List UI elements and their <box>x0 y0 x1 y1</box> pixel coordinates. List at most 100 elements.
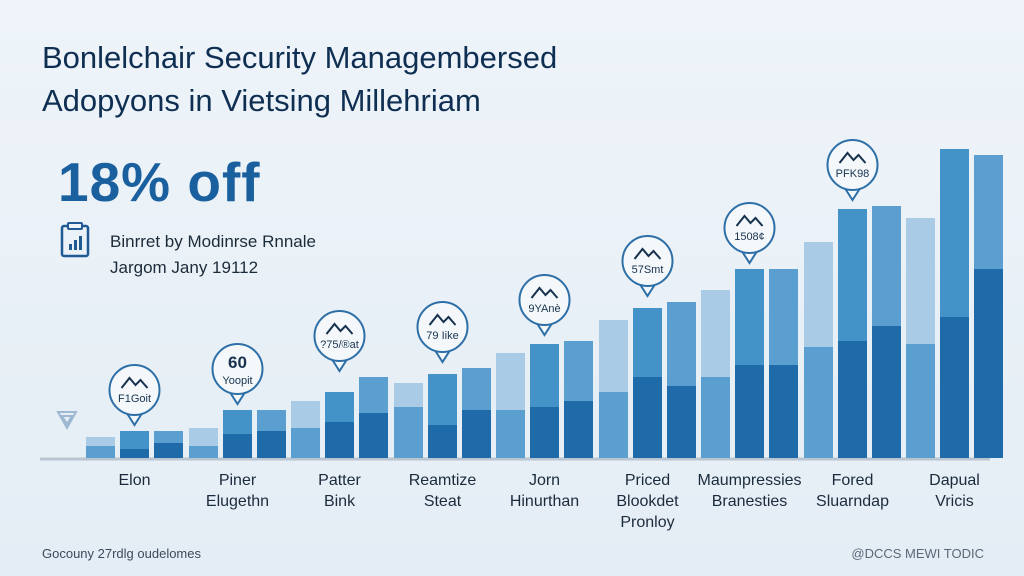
bar-upper-segment <box>428 374 457 425</box>
bar-lower-segment <box>906 344 935 458</box>
bar-lower-segment <box>804 347 833 458</box>
mountain-glyph-icon <box>428 313 457 326</box>
bar-upper-segment <box>120 431 149 449</box>
category-label: Elon <box>118 472 150 489</box>
source-line-1: Binrret by Modinrse Rnnale <box>110 232 316 251</box>
callout-bubble <box>621 235 674 287</box>
chart-title: Bonlelchair Security Managembersed Adopy… <box>42 36 762 122</box>
bar-lower-segment <box>325 422 354 458</box>
mountain-glyph-icon <box>325 322 354 335</box>
document-chart-icon <box>60 222 90 258</box>
mountain-glyph-icon <box>120 376 149 389</box>
bar-upper-segment <box>769 269 798 365</box>
category-label: Steat <box>424 493 462 510</box>
bar-upper-segment <box>325 392 354 422</box>
bar-upper-segment <box>564 341 593 401</box>
callout-label: 79 Iike <box>426 330 458 342</box>
footer-note-right: @DCCS MEWI TODIC <box>851 546 984 561</box>
bar-lower-segment <box>974 269 1003 458</box>
bar-lower-segment <box>154 443 183 458</box>
category-label: Jorn <box>529 472 560 489</box>
callout-bubble <box>211 343 264 395</box>
category-label: Piner <box>219 472 257 489</box>
bar-lower-segment <box>496 410 525 458</box>
category-label: Priced <box>625 472 670 489</box>
bar-lower-segment <box>564 401 593 458</box>
bar-upper-segment <box>872 206 901 326</box>
bar-lower-segment <box>940 317 969 458</box>
bar-lower-segment <box>120 449 149 458</box>
bar-upper-segment <box>86 437 115 446</box>
category-label: Branesties <box>712 493 788 510</box>
category-label: Maumpressies <box>697 472 801 489</box>
bar-lower-segment <box>257 431 286 458</box>
bar-upper-segment <box>291 401 320 428</box>
mountain-glyph-icon <box>633 247 662 260</box>
bar-lower-segment <box>599 392 628 458</box>
mountain-glyph-icon <box>735 214 764 227</box>
bar-lower-segment <box>769 365 798 458</box>
category-label: Vricis <box>935 493 974 510</box>
callout-label: 1508¢ <box>734 231 765 243</box>
bar-upper-segment <box>257 410 286 431</box>
bar-lower-segment <box>291 428 320 458</box>
callout-label: 57Smt <box>632 264 664 276</box>
callout-label: F1Goit <box>118 393 151 405</box>
callout-label: PFK98 <box>836 168 870 180</box>
category-label: Bink <box>324 493 356 510</box>
bar-upper-segment <box>701 290 730 377</box>
category-label: Fored <box>832 472 874 489</box>
bar-upper-segment <box>223 410 252 434</box>
bar-lower-segment <box>394 407 423 458</box>
bar-upper-segment <box>633 308 662 377</box>
mountain-glyph-icon <box>530 286 559 299</box>
footer-note-left: Gocouny 27rdlg oudelomes <box>42 546 201 561</box>
bar-upper-segment <box>974 155 1003 269</box>
bar-lower-segment <box>359 413 388 458</box>
bar-upper-segment <box>462 368 491 410</box>
bar-upper-segment <box>667 302 696 386</box>
bar-lower-segment <box>223 434 252 458</box>
bar-upper-segment <box>804 242 833 347</box>
title-line-1: Bonlelchair Security Managembersed <box>42 40 558 75</box>
bar-upper-segment <box>394 383 423 407</box>
category-label: Patter <box>318 472 361 489</box>
callout-bubble <box>416 301 469 353</box>
category-label: Elugethn <box>206 493 269 510</box>
category-label: Sluarndap <box>816 493 889 510</box>
category-label: Reamtize <box>409 472 477 489</box>
bar-lower-segment <box>428 425 457 458</box>
bar-lower-segment <box>701 377 730 458</box>
bar-upper-segment <box>530 344 559 407</box>
bar-upper-segment <box>496 353 525 410</box>
category-label: Hinurthan <box>510 493 579 510</box>
bar-upper-segment <box>359 377 388 413</box>
callout-value: 60 <box>228 353 247 372</box>
callout-bubble <box>108 364 161 416</box>
title-line-2: Adopyons in Vietsing Millehriam <box>42 83 481 118</box>
callout-bubble <box>313 310 366 362</box>
bar-upper-segment <box>838 209 867 341</box>
callout-bubble <box>723 202 776 254</box>
bar-upper-segment <box>189 428 218 446</box>
category-label: Blookdet <box>616 493 679 510</box>
mountain-glyph-icon <box>838 151 867 164</box>
callout-bubble <box>518 274 571 326</box>
category-label: Dapual <box>929 472 980 489</box>
bar-lower-segment <box>838 341 867 458</box>
bar-upper-segment <box>735 269 764 365</box>
chevron-logo-icon <box>56 411 78 431</box>
bar-upper-segment <box>154 431 183 443</box>
bar-upper-segment <box>599 320 628 392</box>
bar-upper-segment <box>906 218 935 344</box>
bar-lower-segment <box>667 386 696 458</box>
bar-lower-segment <box>633 377 662 458</box>
bar-lower-segment <box>462 410 491 458</box>
source-line-2: Jargom Jany 19112 <box>110 258 259 277</box>
source-note: Binrret by Modinrse Rnnale Jargom Jany 1… <box>110 229 316 281</box>
callout-bubble <box>826 139 879 191</box>
bar-upper-segment <box>940 149 969 317</box>
bar-lower-segment <box>86 446 115 458</box>
callout-subtext: Yoopit <box>222 375 252 387</box>
